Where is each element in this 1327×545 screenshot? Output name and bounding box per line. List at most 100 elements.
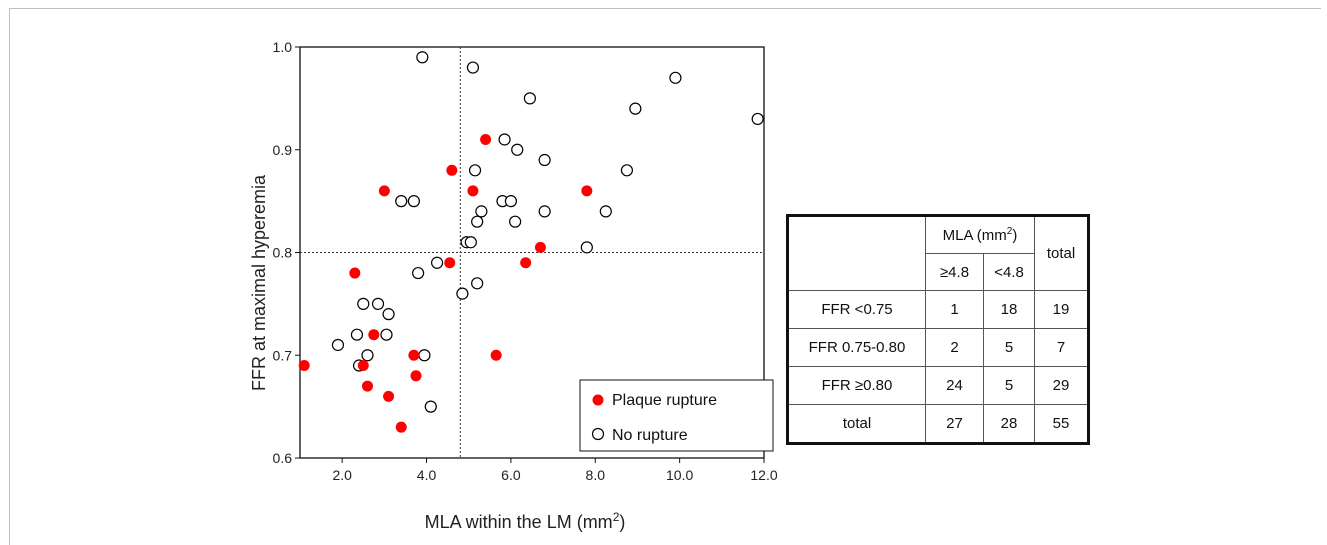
table-row: FFR 0.75-0.80 2 5 7 xyxy=(787,328,1089,367)
point-no-rupture xyxy=(371,297,385,310)
point-no-rupture xyxy=(357,297,370,310)
table-cell: 1 xyxy=(925,290,984,329)
point-no-rupture xyxy=(430,256,444,269)
table-cell: 28 xyxy=(983,404,1035,444)
y-tick-label: 0.8 xyxy=(273,245,293,261)
point-no-rupture xyxy=(504,195,518,208)
table-subheader-row: ≥4.8 <4.8 xyxy=(788,253,1089,291)
point-no-rupture xyxy=(466,61,480,74)
table-row-label: total xyxy=(787,404,926,444)
point-no-rupture xyxy=(580,241,593,254)
point-no-rupture xyxy=(475,205,488,218)
table-cell: 18 xyxy=(983,290,1035,329)
y-tick-label: 0.6 xyxy=(273,450,293,466)
legend-label-no-rupture: No rupture xyxy=(612,427,688,444)
x-axis-ticks: 2.0 4.0 6.0 8.0 10.0 12.0 xyxy=(332,458,778,483)
point-plaque-rupture xyxy=(378,185,390,197)
point-plaque-rupture xyxy=(520,257,532,269)
table-corner-cell xyxy=(787,215,926,291)
table-cell-total: 19 xyxy=(1034,290,1089,329)
point-no-rupture xyxy=(424,400,437,413)
point-no-rupture xyxy=(395,195,408,208)
point-plaque-rupture xyxy=(395,421,407,433)
point-no-rupture xyxy=(471,277,484,290)
reference-lines xyxy=(300,47,764,458)
point-no-rupture xyxy=(407,195,420,208)
legend-label-plaque-rupture: Plaque rupture xyxy=(612,392,717,409)
point-plaque-rupture xyxy=(349,267,361,279)
table-header-lt-4-8: <4.8 xyxy=(983,253,1035,291)
point-no-rupture xyxy=(331,338,345,352)
table-cell: 27 xyxy=(925,404,984,444)
legend: Plaque rupture No rupture xyxy=(579,379,774,452)
table-header-mla: MLA (mm2) xyxy=(925,215,1035,254)
point-no-rupture xyxy=(538,153,551,167)
point-no-rupture xyxy=(620,164,634,177)
point-plaque-rupture xyxy=(581,185,593,197)
table-row: FFR ≥0.80 24 5 29 xyxy=(787,366,1089,405)
point-no-rupture xyxy=(380,328,393,341)
point-no-rupture xyxy=(382,308,395,321)
point-no-rupture xyxy=(471,215,484,228)
table-cell: 24 xyxy=(925,366,984,405)
y-axis-ticks: 0.6 0.7 0.8 0.9 1.0 xyxy=(273,39,300,466)
point-plaque-rupture xyxy=(361,380,373,392)
point-no-rupture xyxy=(464,236,477,249)
x-tick-label: 4.0 xyxy=(417,467,437,483)
table-row: FFR <0.75 1 18 19 xyxy=(787,290,1089,329)
point-no-rupture xyxy=(350,328,364,341)
x-tick-label: 10.0 xyxy=(666,467,693,483)
point-no-rupture xyxy=(509,215,522,228)
point-no-rupture xyxy=(538,205,551,218)
legend-box xyxy=(579,379,774,452)
point-no-rupture xyxy=(498,133,511,146)
point-plaque-rupture xyxy=(467,185,479,197)
data-points xyxy=(298,51,764,433)
point-no-rupture xyxy=(468,164,482,177)
table-cell: 2 xyxy=(925,328,984,367)
point-plaque-rupture xyxy=(410,370,422,382)
table-header-total: total xyxy=(1034,215,1089,291)
point-plaque-rupture xyxy=(357,360,369,372)
legend-marker-plaque-rupture xyxy=(592,394,604,406)
x-tick-label: 8.0 xyxy=(586,467,606,483)
point-no-rupture xyxy=(418,349,431,362)
point-plaque-rupture xyxy=(298,360,310,372)
y-tick-label: 1.0 xyxy=(273,39,293,55)
table-cell-total: 29 xyxy=(1034,366,1089,405)
table-row: total 27 28 55 xyxy=(787,404,1089,444)
point-no-rupture xyxy=(412,266,425,280)
table-cell-total: 55 xyxy=(1034,404,1089,444)
point-no-rupture xyxy=(629,102,642,115)
point-no-rupture xyxy=(751,112,764,126)
frame-left-border xyxy=(9,8,10,545)
point-no-rupture xyxy=(599,205,612,218)
point-no-rupture xyxy=(416,51,429,64)
point-no-rupture xyxy=(361,349,374,362)
x-tick-label: 6.0 xyxy=(501,467,521,483)
x-tick-label: 12.0 xyxy=(750,467,777,483)
table-cell-total: 7 xyxy=(1034,328,1089,367)
point-plaque-rupture xyxy=(534,241,546,253)
point-no-rupture xyxy=(456,287,469,300)
legend-marker-no-rupture xyxy=(591,427,605,441)
point-plaque-rupture xyxy=(480,133,492,145)
point-plaque-rupture xyxy=(368,329,380,341)
table-row-label: FFR 0.75-0.80 xyxy=(787,328,926,367)
point-no-rupture xyxy=(511,143,524,156)
point-plaque-rupture xyxy=(446,164,458,176)
frame-top-border xyxy=(9,8,1321,9)
y-tick-label: 0.9 xyxy=(273,142,293,158)
point-plaque-rupture xyxy=(408,349,420,361)
y-axis-title: FFR at maximal hyperemia xyxy=(249,174,269,391)
x-tick-label: 2.0 xyxy=(332,467,352,483)
table-cell: 5 xyxy=(983,366,1035,405)
table-header-row: MLA (mm2) total xyxy=(787,215,1089,291)
y-tick-label: 0.7 xyxy=(273,347,293,363)
table-cell: 5 xyxy=(983,328,1035,367)
point-no-rupture xyxy=(669,71,682,84)
table-row-label: FFR <0.75 xyxy=(787,290,926,329)
summary-table: MLA (mm2) total ≥4.8 <4.8 FFR <0.75 1 18… xyxy=(786,214,1090,445)
point-no-rupture xyxy=(523,92,536,105)
